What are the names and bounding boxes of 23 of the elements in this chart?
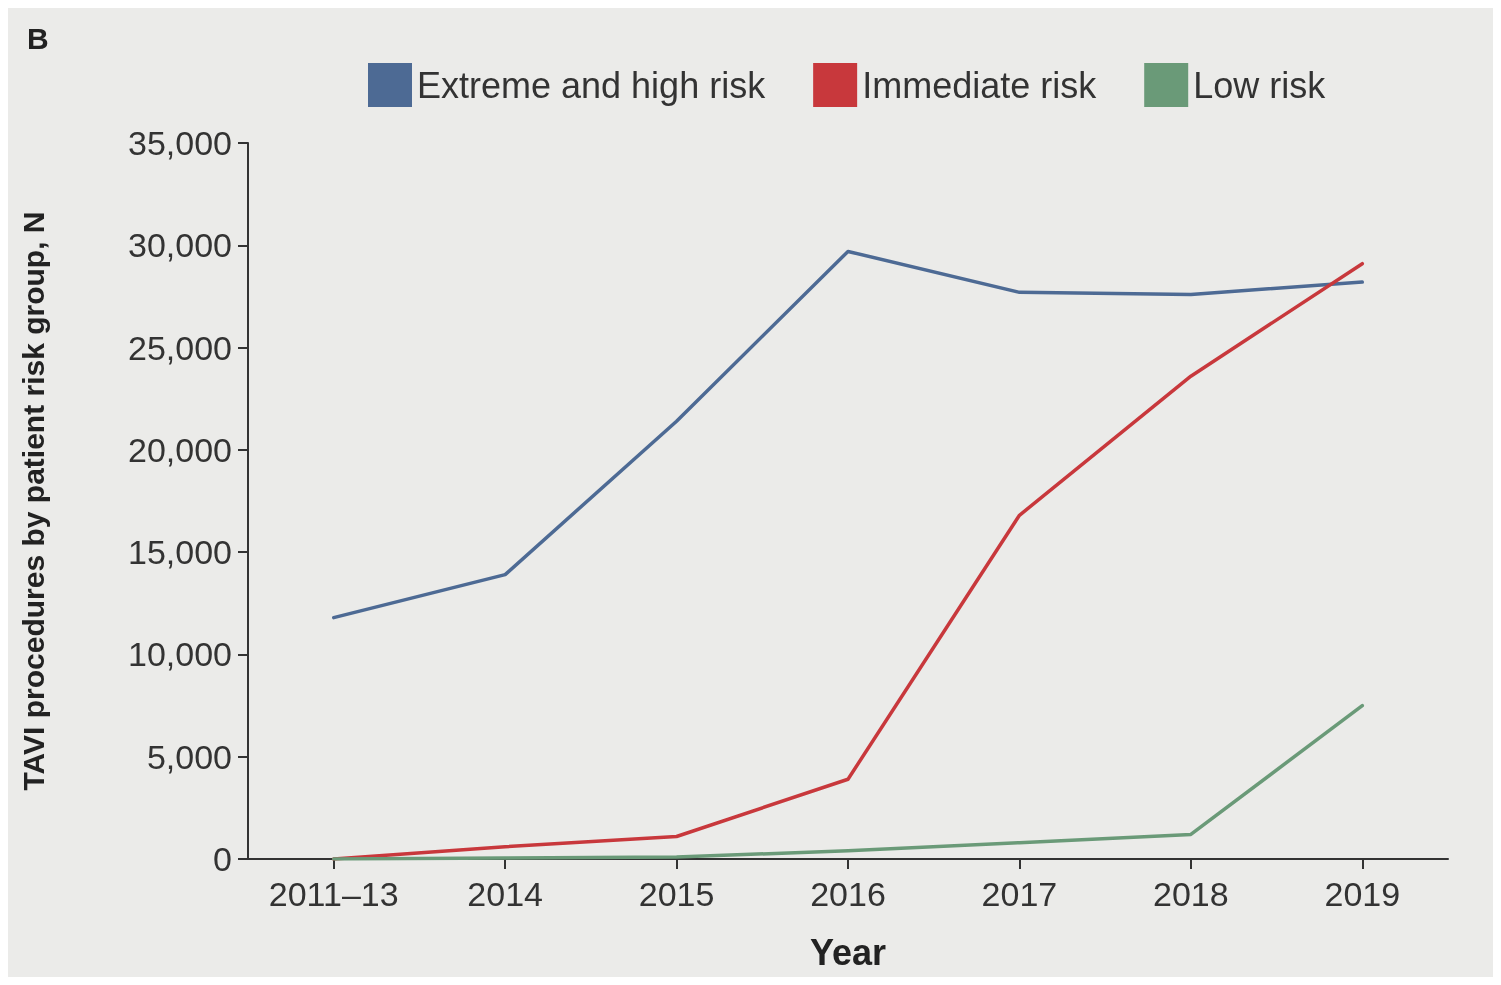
chart-title: B <box>27 21 49 55</box>
legend-label: Immediate risk <box>862 64 1098 106</box>
y-tick-label: 20,000 <box>128 430 232 469</box>
x-tick-label: 2011–13 <box>268 875 399 913</box>
y-axis-title: TAVI procedures by patient risk group, N <box>16 211 50 791</box>
line-series <box>331 249 1365 620</box>
legend-label: Low risk <box>1193 64 1327 106</box>
x-tick-label: 2017 <box>981 875 1058 913</box>
y-tick-label: 5,000 <box>146 737 232 776</box>
x-tick-label: 2014 <box>467 875 543 913</box>
y-tick-label: 25,000 <box>128 328 232 367</box>
x-tick-label: 2019 <box>1324 875 1401 913</box>
line-series <box>331 703 1365 861</box>
y-tick-label: 30,000 <box>128 226 232 265</box>
y-tick-label: 0 <box>213 840 232 878</box>
x-axis-title: Year <box>809 931 887 973</box>
legend-label: Extreme and high risk <box>417 64 767 106</box>
y-tick-label: 15,000 <box>128 533 232 572</box>
x-tick-label: 2015 <box>638 875 715 913</box>
x-tick-label: 2018 <box>1153 875 1229 913</box>
y-tick-label: 10,000 <box>128 635 232 674</box>
x-tick-label: 2016 <box>810 875 886 913</box>
y-tick-label: 35,000 <box>128 124 232 162</box>
